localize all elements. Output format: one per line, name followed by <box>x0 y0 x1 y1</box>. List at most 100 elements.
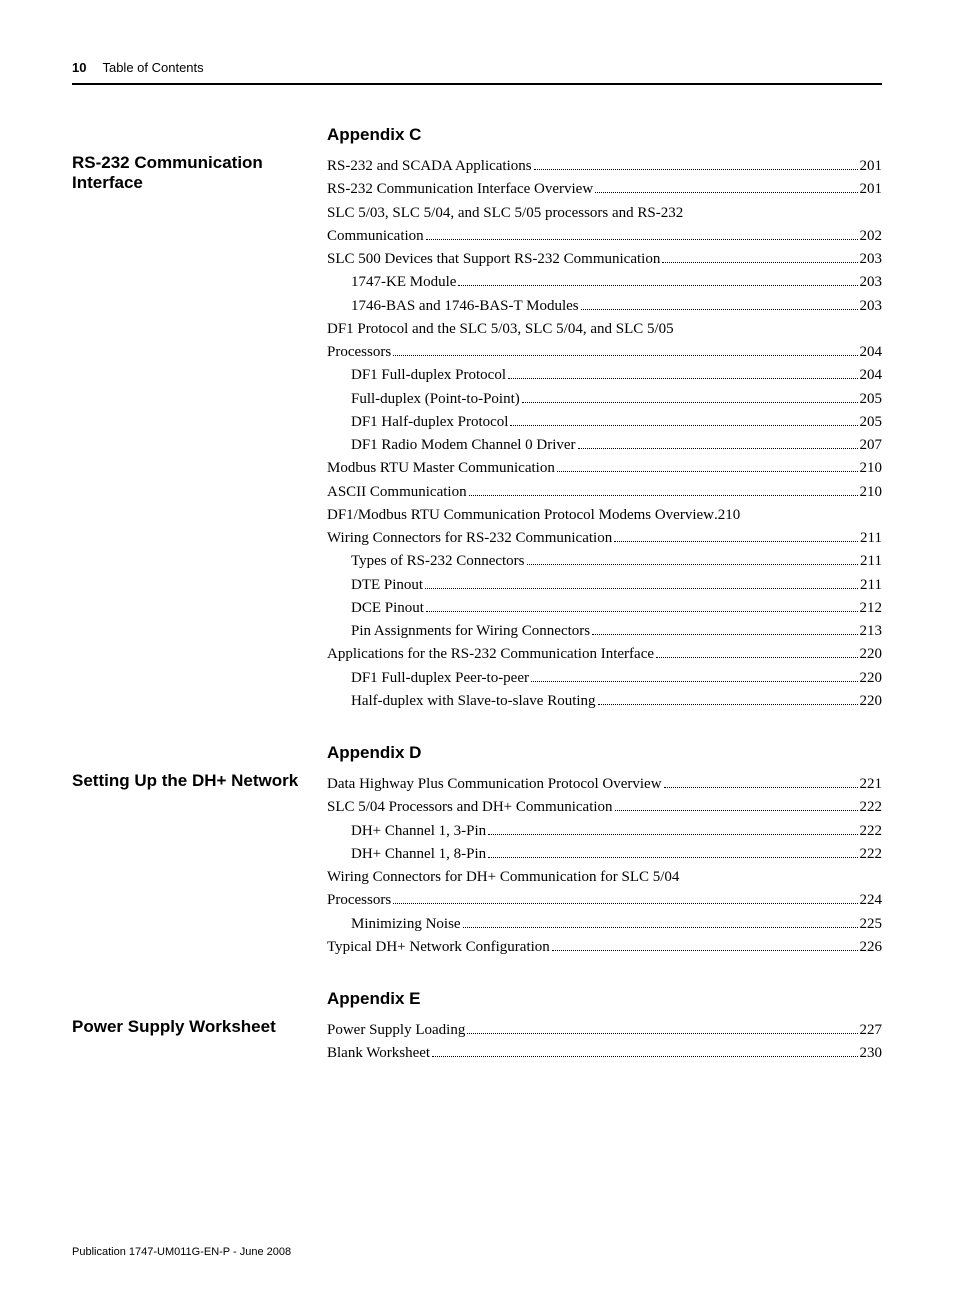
toc-entry-leader <box>527 564 859 565</box>
toc-entry-page: 207 <box>860 434 883 457</box>
toc-entry-label: DF1 Half-duplex Protocol <box>351 411 508 434</box>
toc-entry-label: DCE Pinout <box>351 597 424 620</box>
toc-entry-label: DF1 Radio Modem Channel 0 Driver <box>351 434 576 457</box>
toc-entry-page: 201 <box>860 155 883 178</box>
toc-entry: DH+ Channel 1, 8-Pin222 <box>327 843 882 866</box>
toc-entry-leader <box>531 681 858 682</box>
toc-entry: Minimizing Noise225 <box>327 913 882 936</box>
toc-entry-page: 220 <box>860 667 883 690</box>
toc-entry-leader <box>552 950 858 951</box>
toc-entry-page: 201 <box>860 178 883 201</box>
toc-entry-label: ASCII Communication <box>327 481 467 504</box>
toc-entry: SLC 5/04 Processors and DH+ Communicatio… <box>327 796 882 819</box>
toc-entry-leader <box>510 425 857 426</box>
appendix-heading: Appendix D <box>327 743 882 763</box>
toc-entry: Applications for the RS-232 Communicatio… <box>327 643 882 666</box>
toc-entry: DF1/Modbus RTU Communication Protocol Mo… <box>327 504 882 527</box>
toc-section: Power Supply WorksheetAppendix EPower Su… <box>72 989 882 1066</box>
toc-entry: DH+ Channel 1, 3-Pin 222 <box>327 820 882 843</box>
toc-entry-page: 205 <box>860 388 883 411</box>
toc-entry-label: Applications for the RS-232 Communicatio… <box>327 643 654 666</box>
toc-entry-leader <box>425 588 858 589</box>
toc-entry-leader <box>488 857 857 858</box>
toc-entry-label: DF1/Modbus RTU Communication Protocol Mo… <box>327 504 714 527</box>
toc-entry: Processors204 <box>327 341 882 364</box>
toc-entry: Half-duplex with Slave-to-slave Routing 2… <box>327 690 882 713</box>
toc-entry: 1747-KE Module203 <box>327 271 882 294</box>
toc-entry-leader <box>664 787 858 788</box>
toc-entry-leader <box>662 262 857 263</box>
toc-entry: Pin Assignments for Wiring Connectors 213 <box>327 620 882 643</box>
toc-entry-page: 220 <box>860 690 883 713</box>
toc-entry-label: RS-232 and SCADA Applications <box>327 155 532 178</box>
toc-entry: Modbus RTU Master Communication210 <box>327 457 882 480</box>
toc-entry-label: Typical DH+ Network Configuration <box>327 936 550 959</box>
toc-entry-leader <box>469 495 858 496</box>
toc-entry-leader <box>557 471 858 472</box>
toc-entry-page: 203 <box>860 248 883 271</box>
toc-entry-label: Processors <box>327 889 391 912</box>
toc-entry-leader <box>614 541 858 542</box>
toc-entry-page: 203 <box>860 271 883 294</box>
toc-entry-page: 222 <box>860 796 883 819</box>
toc-entry-label: SLC 5/04 Processors and DH+ Communicatio… <box>327 796 613 819</box>
toc-entry-page: 211 <box>860 550 882 573</box>
toc-entry: DF1 Full-duplex Protocol 204 <box>327 364 882 387</box>
toc-entry: Wiring Connectors for RS-232 Communicati… <box>327 527 882 550</box>
toc-entry: RS-232 Communication Interface Overview2… <box>327 178 882 201</box>
toc-entry: DF1 Full-duplex Peer-to-peer 220 <box>327 667 882 690</box>
toc-entry-label: Pin Assignments for Wiring Connectors <box>351 620 590 643</box>
toc-entry: Data Highway Plus Communication Protocol… <box>327 773 882 796</box>
toc-entry-label: DF1 Full-duplex Peer-to-peer <box>351 667 529 690</box>
toc-entry-page: 204 <box>860 364 883 387</box>
toc-entry: RS-232 and SCADA Applications 201 <box>327 155 882 178</box>
toc-entry-page: 226 <box>860 936 883 959</box>
page-number: 10 <box>72 60 86 75</box>
toc-entry-page: 211 <box>860 527 882 550</box>
toc-entry-label: Full-duplex (Point-to-Point) <box>351 388 520 411</box>
page-header: 10 Table of Contents <box>72 60 882 75</box>
toc-entry-label: Types of RS-232 Connectors <box>351 550 525 573</box>
toc-entry-page: 210 <box>860 457 883 480</box>
toc-entry-label: DH+ Channel 1, 8-Pin <box>351 843 486 866</box>
toc-section: Setting Up the DH+ NetworkAppendix D Data… <box>72 743 882 959</box>
toc-entry-leader <box>508 378 857 379</box>
toc-entry-label: 1746-BAS and 1746-BAS-T Modules <box>351 295 579 318</box>
toc-entry-leader <box>534 169 858 170</box>
toc-entry-page: 221 <box>860 773 883 796</box>
toc-entry-label: DH+ Channel 1, 3-Pin <box>351 820 486 843</box>
appendix-heading: Appendix C <box>327 125 882 145</box>
toc-entry: Power Supply Loading227 <box>327 1019 882 1042</box>
toc-entry: DTE Pinout211 <box>327 574 882 597</box>
toc-entry-label: DF1 Full-duplex Protocol <box>351 364 506 387</box>
toc-entry-label: Blank Worksheet <box>327 1042 430 1065</box>
toc-entry-wrap: SLC 5/03, SLC 5/04, and SLC 5/05 process… <box>327 202 882 225</box>
toc-entry-page: 225 <box>860 913 883 936</box>
toc-entry-page: 213 <box>860 620 883 643</box>
toc-entry-label: Half-duplex with Slave-to-slave Routing <box>351 690 596 713</box>
section-right-column: Appendix C RS-232 and SCADA Applications 2… <box>327 125 882 713</box>
toc-entry-wrap: DF1 Protocol and the SLC 5/03, SLC 5/04,… <box>327 318 882 341</box>
header-title: Table of Contents <box>102 60 203 75</box>
toc-entry-leader <box>426 239 858 240</box>
toc-entry-leader <box>393 903 857 904</box>
toc-entry-leader <box>426 611 858 612</box>
section-right-column: Appendix EPower Supply Loading227Blank W… <box>327 989 882 1066</box>
toc-entry: SLC 500 Devices that Support RS-232 Comm… <box>327 248 882 271</box>
toc-entry-page: 222 <box>860 820 883 843</box>
section-left-column: RS-232 Communication Interface <box>72 125 327 713</box>
toc-entry-leader <box>578 448 858 449</box>
toc-entry-leader <box>592 634 857 635</box>
toc-entry-page: 227 <box>860 1019 883 1042</box>
toc-entry: Blank Worksheet230 <box>327 1042 882 1065</box>
toc-entry-page: 220 <box>860 643 883 666</box>
toc-entry-page: 212 <box>860 597 883 620</box>
section-left-column: Setting Up the DH+ Network <box>72 743 327 959</box>
toc-entry: DF1 Radio Modem Channel 0 Driver 207 <box>327 434 882 457</box>
toc-entry-page: 210 <box>860 481 883 504</box>
toc-entry-label: DTE Pinout <box>351 574 423 597</box>
toc-entry-label: Data Highway Plus Communication Protocol… <box>327 773 662 796</box>
toc-entry-leader <box>458 285 857 286</box>
footer-publication: Publication 1747-UM011G-EN-P - June 2008 <box>72 1246 882 1258</box>
toc-entry-leader <box>615 810 858 811</box>
